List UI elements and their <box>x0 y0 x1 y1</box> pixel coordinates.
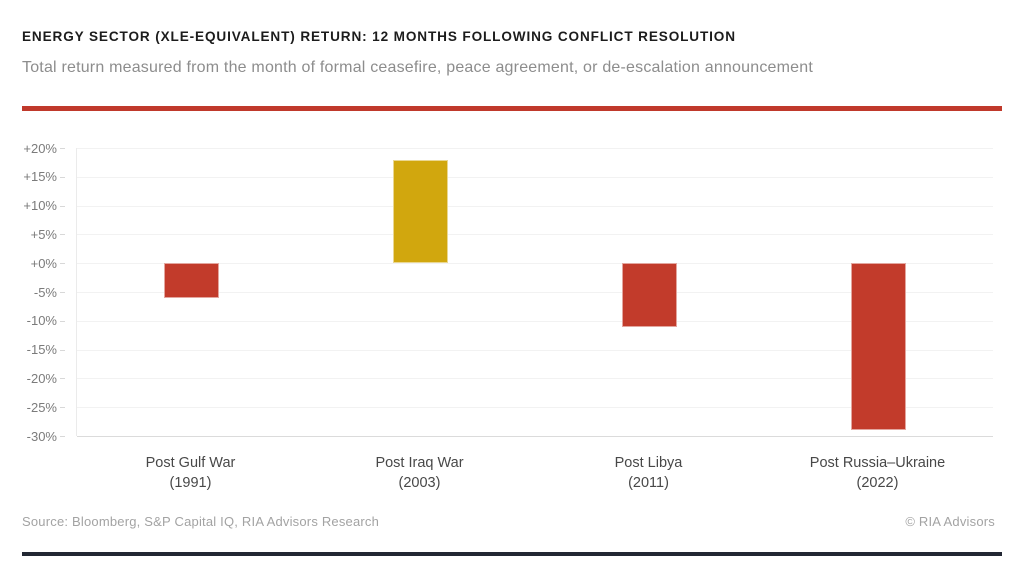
x-axis-label-line1: Post Russia–Ukraine <box>809 455 946 471</box>
x-axis-label-line2: (2003) <box>398 475 441 491</box>
y-tick-label: +0% <box>30 255 57 271</box>
x-axis-baseline <box>77 436 993 437</box>
bar-post-russia-ukraine <box>851 263 906 431</box>
gridline <box>77 292 993 293</box>
gridline <box>77 148 993 149</box>
x-axis-label-line2: (2022) <box>856 475 899 491</box>
footer-copyright: © RIA Advisors <box>905 514 995 529</box>
x-axis-label: Post Iraq War (2003) <box>305 453 534 493</box>
y-tick-label: +15% <box>23 169 57 185</box>
y-tick-mark <box>60 436 65 437</box>
y-tick-label: +10% <box>23 198 57 214</box>
accent-divider <box>22 106 1002 111</box>
y-tick-label: -5% <box>33 284 57 300</box>
y-tick-label: +5% <box>30 226 57 242</box>
gridline <box>77 407 993 409</box>
gridline <box>77 205 993 207</box>
y-tick-label: -30% <box>26 428 57 444</box>
gridline <box>77 263 993 265</box>
chart-title: ENERGY SECTOR (XLE-EQUIVALENT) RETURN: 1… <box>22 28 736 44</box>
bar-post-libya <box>622 263 677 327</box>
y-tick-mark <box>60 292 65 293</box>
y-tick-mark <box>60 176 65 178</box>
chart-subtitle: Total return measured from the month of … <box>22 59 813 76</box>
y-tick-mark <box>60 349 65 351</box>
plot-area <box>76 148 993 437</box>
footer-source: Source: Bloomberg, S&P Capital IQ, RIA A… <box>22 514 380 529</box>
y-tick-label: -15% <box>26 342 57 358</box>
gridline <box>77 378 993 380</box>
y-tick-label: -10% <box>26 313 57 329</box>
gridline <box>77 349 993 351</box>
x-axis-label-line1: Post Iraq War <box>375 455 464 471</box>
y-tick-label: -20% <box>26 370 57 386</box>
y-tick-mark <box>60 320 65 322</box>
gridline <box>77 320 993 322</box>
x-axis-label: Post Russia–Ukraine (2022) <box>763 453 992 493</box>
x-axis-label-line2: (1991) <box>169 475 212 491</box>
y-tick-mark <box>60 263 65 265</box>
y-tick-mark <box>60 407 65 409</box>
y-tick-mark <box>60 234 65 236</box>
x-axis-label-line1: Post Libya <box>614 455 683 471</box>
x-axis-label: Post Gulf War (1991) <box>76 453 305 493</box>
gridline <box>77 176 993 178</box>
bar-post-gulf-war <box>164 263 219 298</box>
gridline <box>77 234 993 236</box>
bar-post-iraq-war <box>393 159 448 264</box>
y-tick-label: +20% <box>23 140 57 156</box>
y-tick-mark <box>60 378 65 380</box>
x-axis-label: Post Libya (2011) <box>534 453 763 493</box>
x-axis-label-line1: Post Gulf War <box>145 455 236 471</box>
y-tick-mark <box>60 205 65 207</box>
y-tick-mark <box>60 148 65 149</box>
footer-divider <box>22 552 1002 556</box>
x-axis-label-line2: (2011) <box>628 475 669 491</box>
y-tick-label: -25% <box>26 399 57 415</box>
